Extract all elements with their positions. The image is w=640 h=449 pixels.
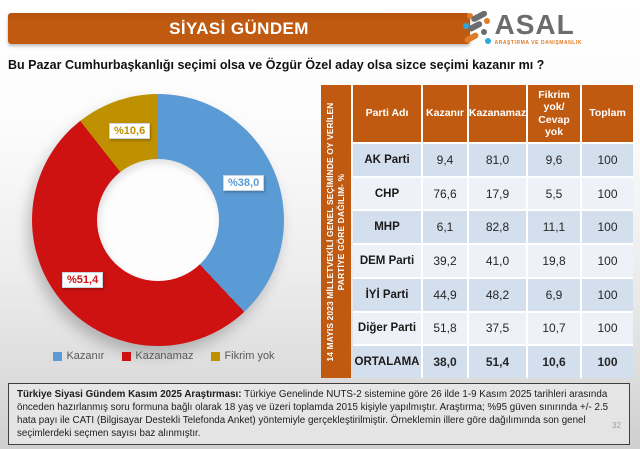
column-header: Kazanır [423,85,467,142]
table-row-party: Diğer Parti [353,312,421,345]
table-cell: 100 [582,346,633,378]
table-cell: 100 [582,312,633,345]
legend-swatch-kazanamaz-icon [122,351,132,361]
donut-ring [32,94,284,346]
table-row-party: ORTALAMA [353,346,421,378]
table-cell: 6,9 [528,278,580,311]
page-number: 32 [612,421,621,430]
chart-legend: Kazanır Kazanamaz Fikrim yok [10,350,318,362]
legend-label-fikrim-yok: Fikrim yok [224,350,275,362]
table-cell: 76,6 [423,177,467,210]
column-header: Kazanamaz [469,85,526,142]
table-cell: 10,7 [528,312,580,345]
asal-logo-name: ASAL [494,9,575,40]
legend-item-kazanir: Kazanır [53,350,104,362]
table-cell: 81,0 [469,144,526,176]
donut-chart: %38,0 %51,4 %10,6 Kazanır Kazanamaz Fikr… [10,82,318,382]
asal-logo: ASAL ARAŞTIRMA VE DANIŞMANLIK [462,11,582,47]
legend-label-kazanamaz: Kazanamaz [135,350,194,362]
table-grid: Parti Adı Kazanır Kazanamaz Fikrim yok/ Cev… [353,85,633,378]
table-cell: 48,2 [469,278,526,311]
table-cell: 100 [582,245,633,277]
table-cell: 41,0 [469,245,526,277]
methodology-text: Türkiye Genelinde NUTS-2 sistemine göre … [17,389,609,440]
table-cell: 100 [582,278,633,311]
slice-label-fikrim-yok: %10,6 [109,123,151,139]
table-row-party: MHP [353,211,421,244]
column-header: Fikrim yok/ Cevap yok [528,85,580,142]
table-cell: 100 [582,211,633,244]
table-cell: 51,4 [469,346,526,378]
page-title: SİYASİ GÜNDEM [169,18,309,38]
table-cell: 51,8 [423,312,467,345]
legend-label-kazanir: Kazanır [66,350,105,362]
table-cell: 100 [582,177,633,210]
table-sidebar: 14 MAYIS 2023 MİLLETVEKİLİ GENEL SEÇİMİN… [321,85,351,378]
table-cell: 5,5 [528,177,580,210]
donut-hole [97,159,219,281]
table-cell: 17,9 [469,177,526,210]
asal-logo-text: ASAL ARAŞTIRMA VE DANIŞMANLIK [494,9,582,47]
survey-question: Bu Pazar Cumhurbaşkanlığı seçimi olsa ve… [8,58,545,72]
table-cell: 11,1 [528,211,580,244]
table-cell: 38,0 [423,346,467,378]
legend-swatch-kazanir-icon [53,351,63,361]
table-cell: 100 [582,144,633,176]
table-row-party: CHP [353,177,421,210]
table-cell: 19,8 [528,245,580,277]
table-row-party: AK Parti [353,144,421,176]
table-row-party: İYİ Parti [353,278,421,311]
results-table: 14 MAYIS 2023 MİLLETVEKİLİ GENEL SEÇİMİN… [321,85,633,378]
column-header: Toplam [582,85,633,142]
table-cell: 10,6 [528,346,580,378]
legend-item-kazanamaz: Kazanamaz [122,350,193,362]
table-cell: 9,4 [423,144,467,176]
table-cell: 9,6 [528,144,580,176]
table-row-party: DEM Parti [353,245,421,277]
header-banner: SİYASİ GÜNDEM [8,13,470,44]
asal-logo-tagline: ARAŞTIRMA VE DANIŞMANLIK [494,40,582,46]
table-sidebar-label: 14 MAYIS 2023 MİLLETVEKİLİ GENEL SEÇİMİN… [325,102,346,361]
methodology-note: Türkiye Siyasi Gündem Kasım 2025 Araştır… [8,383,630,445]
methodology-title: Türkiye Siyasi Gündem Kasım 2025 Araştır… [17,389,242,400]
table-cell: 37,5 [469,312,526,345]
legend-swatch-fikrim-yok-icon [211,351,221,361]
table-cell: 6,1 [423,211,467,244]
slice-label-kazanir: %38,0 [223,175,265,191]
table-cell: 82,8 [469,211,526,244]
slice-label-kazanamaz: %51,4 [62,272,104,288]
table-cell: 44,9 [423,278,467,311]
table-cell: 39,2 [423,245,467,277]
asal-logo-icon [462,11,491,44]
column-header: Parti Adı [353,85,421,142]
legend-item-fikrim-yok: Fikrim yok [211,350,275,362]
